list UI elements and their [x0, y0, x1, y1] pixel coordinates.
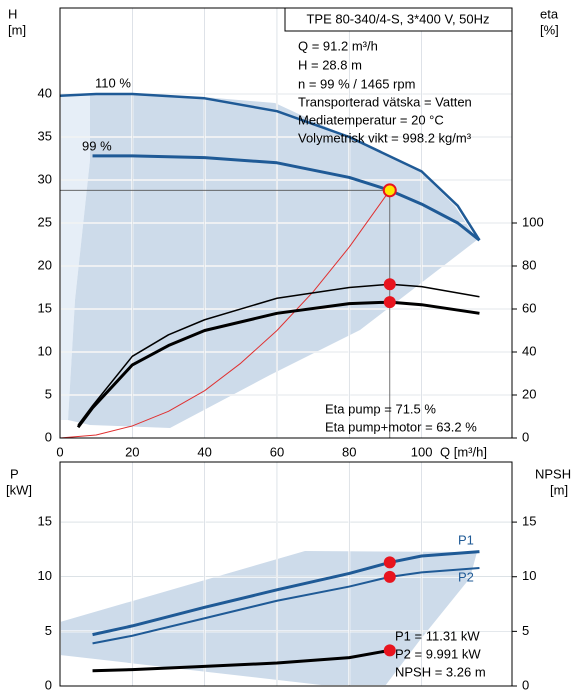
operating-point [383, 278, 396, 291]
y-tick-label: 5 [45, 623, 52, 638]
y-tick-label: 40 [38, 85, 52, 100]
y-tick-label: 30 [38, 171, 52, 186]
operating-point [383, 570, 396, 583]
y2-axis-label: eta [540, 6, 559, 21]
annotation: Q = 91.2 m³/h [298, 38, 378, 53]
curve [92, 550, 480, 637]
title-box [284, 7, 513, 32]
y2-tick-label: 10 [522, 568, 536, 583]
y2-tick-label: 80 [522, 257, 536, 272]
y-axis-label: P [10, 466, 19, 481]
y2-tick-label: 0 [522, 677, 529, 692]
y-tick-label: 0 [45, 677, 52, 692]
curve [92, 566, 480, 645]
curve [76, 300, 480, 429]
operating-point [383, 296, 396, 309]
result: NPSH = 3.26 m [395, 664, 486, 679]
y-tick-label: 15 [38, 514, 52, 529]
curve-label: 110 % [95, 75, 131, 90]
result: Eta pump = 71.5 % [325, 401, 436, 416]
y-axis-unit: [m] [8, 22, 26, 37]
curve [92, 648, 391, 673]
result: Eta pump+motor = 63.2 % [325, 419, 477, 434]
y-tick-label: 15 [38, 300, 52, 315]
x-tick-label: 0 [56, 444, 63, 459]
range-light [60, 95, 90, 420]
annotation: Transporterad vätska = Vatten [298, 94, 472, 109]
annotation: Mediatemperatur = 20 °C [298, 112, 444, 127]
y-tick-label: 5 [45, 386, 52, 401]
y-tick-label: 20 [38, 257, 52, 272]
operating-point [382, 183, 397, 198]
y2-tick-label: 5 [522, 623, 529, 638]
y2-axis-unit: [m] [550, 482, 568, 497]
y-tick-label: 10 [38, 568, 52, 583]
y-axis-label: H [8, 6, 17, 21]
y2-tick-label: 40 [522, 343, 536, 358]
y-tick-label: 35 [38, 128, 52, 143]
y2-axis-unit: [%] [540, 22, 559, 37]
y2-tick-label: 60 [522, 300, 536, 315]
result: P2 = 9.991 kW [395, 646, 481, 661]
result: P1 = 11.31 kW [395, 628, 480, 643]
y-tick-label: 10 [38, 343, 52, 358]
curve [92, 154, 481, 242]
plot-frame [59, 461, 513, 687]
curve-label: 99 % [82, 138, 112, 153]
operating-point [383, 556, 396, 569]
y2-tick-label: 15 [522, 514, 536, 529]
curve [77, 283, 480, 426]
y2-tick-label: 20 [522, 386, 536, 401]
operating-point [383, 644, 396, 657]
y2-tick-label: 100 [522, 214, 544, 229]
annotation: H = 28.8 m [298, 57, 362, 72]
x-axis-label: Q [m³/h] [440, 444, 487, 459]
y-axis-unit: [kW] [6, 482, 32, 497]
x-tick-label: 60 [270, 444, 284, 459]
curve [59, 92, 481, 241]
y2-axis-label: NPSH [535, 466, 571, 481]
y-tick-label: 25 [38, 214, 52, 229]
x-tick-label: 40 [197, 444, 211, 459]
annotation: Volymetrisk vikt = 998.2 kg/m³ [298, 130, 472, 145]
y-tick-label: 0 [45, 429, 52, 444]
curve-label: P1 [458, 532, 474, 547]
x-tick-label: 100 [411, 444, 433, 459]
x-tick-label: 20 [125, 444, 139, 459]
chart-title: TPE 80-340/4-S, 3*400 V, 50Hz [306, 11, 489, 26]
curve-label: P2 [458, 569, 474, 584]
y2-tick-label: 0 [522, 429, 529, 444]
curve [59, 190, 391, 439]
annotation: n = 99 % / 1465 rpm [298, 76, 415, 91]
x-tick-label: 80 [342, 444, 356, 459]
